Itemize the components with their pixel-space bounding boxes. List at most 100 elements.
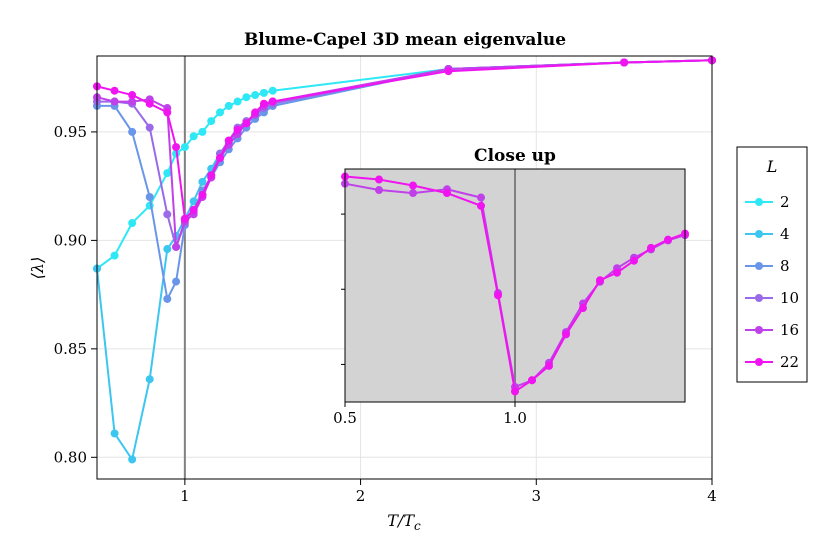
data-point: [224, 101, 233, 110]
legend-swatch-marker: [755, 294, 763, 302]
x-tick-label: 1: [180, 487, 190, 505]
legend-label: 2: [780, 193, 790, 211]
inset-series-22: [341, 172, 689, 396]
data-point: [251, 91, 260, 100]
inset-data-point: [477, 193, 485, 202]
data-point: [216, 108, 224, 117]
data-point: [207, 171, 216, 180]
legend-entry-22: 22: [745, 353, 799, 371]
y-axis-label: ⟨λ⟩: [28, 257, 47, 280]
legend-label: 4: [780, 225, 790, 243]
data-point: [242, 119, 251, 128]
inset-data-point: [596, 276, 604, 285]
inset-x-tick-label: 0.5: [333, 409, 357, 427]
inset-data-point: [562, 330, 570, 339]
legend-title: L: [766, 157, 778, 176]
inset-data-point: [664, 235, 672, 244]
legend-label: 16: [780, 321, 799, 339]
inset-chart: Close up 0.5 1.0: [333, 146, 689, 427]
data-point: [207, 117, 216, 126]
legend-entry-2: 2: [745, 193, 790, 211]
data-point: [172, 143, 181, 152]
legend-entry-10: 10: [745, 289, 799, 307]
data-point: [128, 97, 137, 106]
data-point: [172, 242, 181, 251]
data-point: [128, 219, 137, 228]
data-point: [145, 99, 154, 108]
y-tick-label: 0.90: [54, 231, 87, 249]
y-tick-label: 0.85: [54, 340, 87, 358]
data-point: [128, 91, 137, 100]
legend-label: 22: [780, 353, 799, 371]
data-point: [242, 93, 251, 102]
inset-data-point: [443, 189, 451, 198]
data-point: [251, 108, 260, 117]
data-point: [268, 86, 277, 95]
legend-entry-4: 4: [745, 225, 790, 243]
data-point: [189, 132, 198, 141]
data-point: [268, 97, 277, 106]
data-point: [233, 97, 242, 106]
data-point: [110, 429, 119, 438]
legend-entry-16: 16: [745, 321, 799, 339]
x-tick-label: 3: [532, 487, 542, 505]
data-point: [145, 193, 154, 201]
x-axis-ticks: 1 2 3 4: [180, 479, 717, 505]
legend-swatch-marker: [755, 230, 763, 238]
inset-data-point: [613, 268, 621, 277]
legend-box: [736, 146, 808, 383]
data-point: [444, 67, 453, 76]
data-point: [163, 245, 172, 254]
inset-data-point: [409, 181, 417, 190]
inset-data-point: [647, 243, 655, 252]
main-series-group: [93, 56, 716, 464]
data-point: [110, 251, 119, 260]
inset-title: Close up: [474, 146, 556, 166]
x-tick-label: 2: [356, 487, 366, 505]
data-point: [172, 277, 181, 286]
legend: L 2 4 8 10 16 22: [736, 146, 808, 383]
inset-data-point: [630, 256, 638, 265]
data-point: [128, 127, 137, 136]
chart-title: Blume-Capel 3D mean eigenvalue: [244, 30, 566, 50]
data-point: [180, 143, 189, 152]
inset-data-point: [511, 387, 519, 396]
x-axis-label-text: T/Tc: [387, 511, 421, 533]
inset-data-point: [409, 189, 417, 198]
legend-label: 10: [780, 289, 799, 307]
inset-data-point: [579, 304, 587, 313]
data-point: [180, 214, 189, 223]
inset-data-point: [375, 186, 383, 195]
data-point: [224, 136, 233, 145]
legend-swatch-marker: [755, 326, 763, 334]
data-point: [259, 99, 268, 108]
x-axis-label: T/Tc: [387, 511, 421, 533]
data-point: [145, 123, 154, 132]
legend-swatch-marker: [755, 262, 763, 270]
legend-entry-8: 8: [745, 257, 790, 275]
data-point: [110, 86, 119, 95]
y-tick-label: 0.80: [54, 448, 87, 466]
data-point: [620, 58, 629, 67]
inset-data-point: [477, 201, 485, 210]
data-point: [110, 97, 119, 106]
data-point: [198, 190, 207, 199]
inset-data-point: [375, 175, 383, 184]
data-point: [216, 153, 224, 162]
inset-data-point: [528, 376, 536, 385]
inset-data-point: [494, 291, 502, 300]
y-tick-label: 0.95: [54, 123, 87, 141]
data-point: [259, 88, 268, 97]
legend-swatch-marker: [755, 198, 763, 206]
x-tick-label: 4: [707, 487, 717, 505]
legend-label: 8: [780, 257, 790, 275]
data-point: [233, 125, 242, 134]
data-point: [128, 455, 137, 464]
data-point: [198, 177, 207, 186]
data-point: [145, 375, 154, 384]
inset-x-tick-label: 1.0: [503, 409, 527, 427]
series-22: [93, 56, 716, 223]
plot-frame: [96, 55, 713, 480]
legend-swatch-marker: [755, 358, 763, 366]
